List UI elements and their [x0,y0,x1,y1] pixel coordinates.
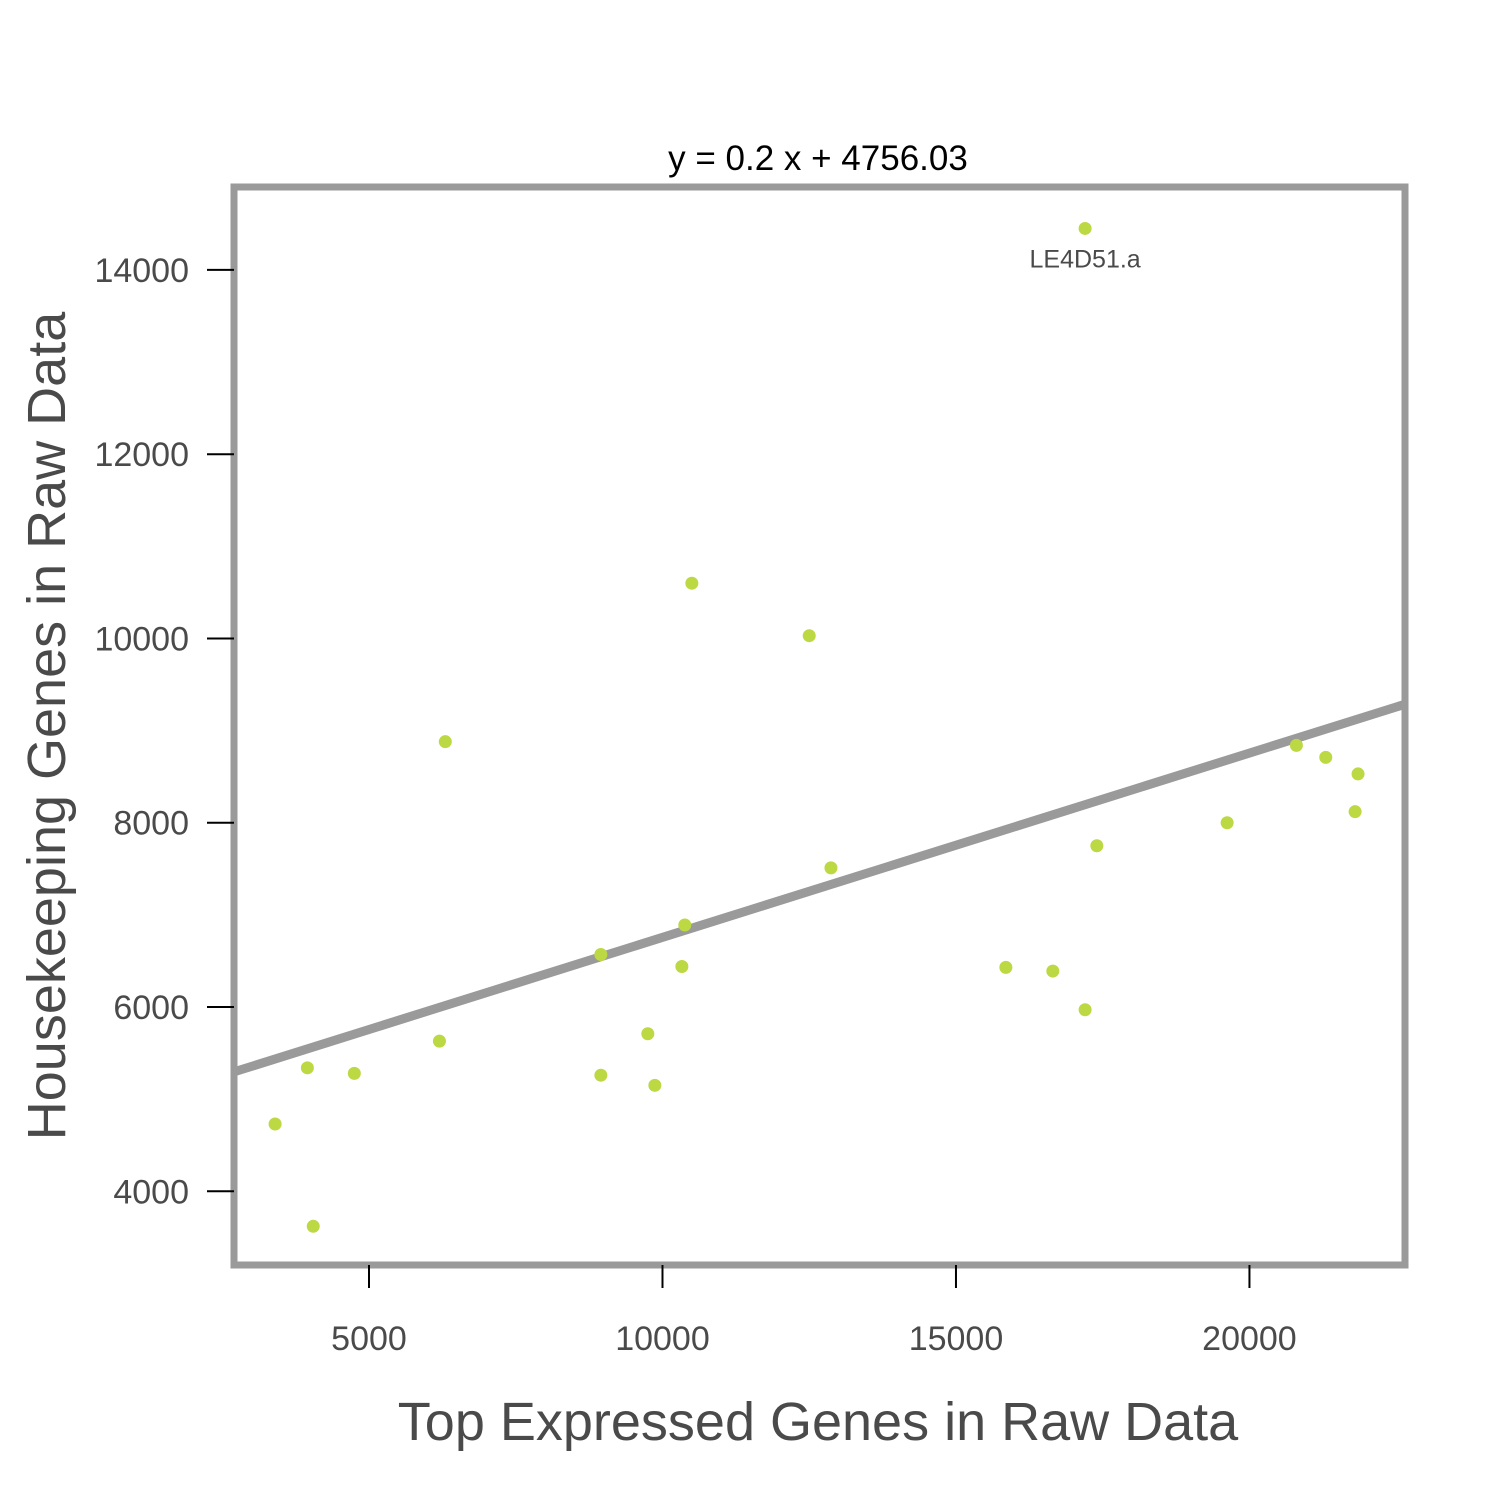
y-axis: 4000 6000 8000 10000 12000 14000 [94,252,234,1211]
data-point [824,861,838,875]
x-axis: 5000 10000 15000 20000 [331,1265,1297,1358]
regression-line-layer [232,699,1407,1077]
data-point [438,735,452,749]
data-point [675,959,689,973]
data-point [1046,964,1060,978]
data-point [641,1027,655,1041]
y-tick-label: 10000 [94,620,189,658]
y-tick-label: 6000 [113,989,189,1027]
data-point [1319,750,1333,764]
data-point [594,1068,608,1082]
data-point [1220,816,1234,830]
data-point [594,947,608,961]
y-tick-label: 8000 [113,805,189,843]
data-point [1090,839,1104,853]
data-point [1078,221,1092,235]
x-tick-label: 10000 [615,1320,710,1358]
data-points-layer [268,221,1365,1233]
y-tick-label: 14000 [94,252,189,290]
data-point [300,1061,314,1075]
x-tick-label: 5000 [331,1320,407,1358]
point-labels-layer: LE4D51.a [1030,245,1141,273]
regression-line [232,699,1407,1077]
data-point [268,1117,282,1131]
data-point [648,1078,662,1092]
chart-title: y = 0.2 x + 4756.03 [668,139,968,178]
data-point [1348,805,1362,819]
data-point [999,960,1013,974]
y-axis-title: Housekeeping Genes in Raw Data [17,311,77,1140]
data-point [678,918,692,932]
y-tick-label: 12000 [94,436,189,474]
x-tick-label: 15000 [909,1320,1004,1358]
data-point [1289,738,1303,752]
point-label: LE4D51.a [1030,245,1141,273]
data-point [802,629,816,643]
data-point [685,576,699,590]
data-point [1351,767,1365,781]
plot-frame [230,183,1409,1269]
data-point [306,1219,320,1233]
data-point [1078,1003,1092,1017]
data-point [347,1066,361,1080]
data-point [432,1034,446,1048]
x-tick-label: 20000 [1202,1320,1297,1358]
x-axis-title: Top Expressed Genes in Raw Data [398,1392,1239,1452]
y-tick-label: 4000 [113,1173,189,1211]
